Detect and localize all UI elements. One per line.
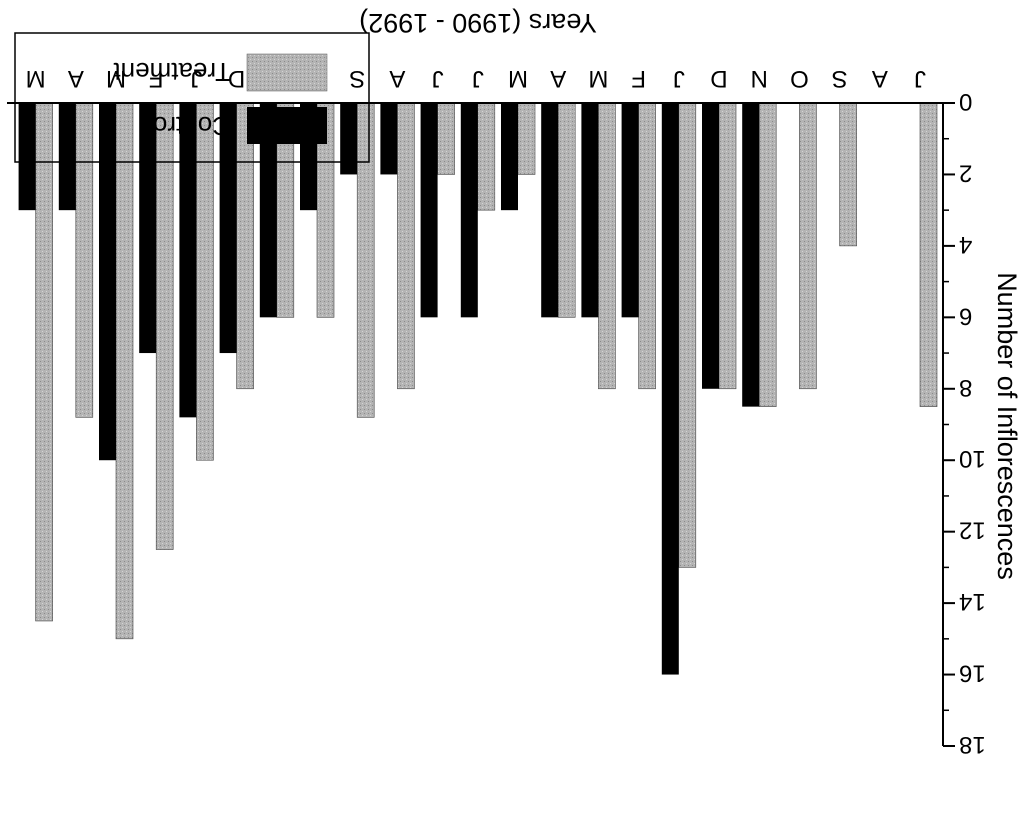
y-tick-label: 18 bbox=[959, 731, 986, 758]
bar-treatment bbox=[437, 102, 455, 175]
bar-control bbox=[420, 103, 438, 318]
y-tick-label: 14 bbox=[959, 588, 986, 615]
bar-control bbox=[621, 103, 639, 318]
legend-label-treatment: Treatment bbox=[113, 57, 231, 87]
y-tick-label: 8 bbox=[959, 374, 972, 401]
bar-treatment bbox=[477, 102, 496, 211]
x-category-label: M bbox=[508, 65, 528, 92]
bar-treatment bbox=[598, 102, 616, 390]
bar-treatment bbox=[799, 102, 817, 390]
bar-control bbox=[18, 103, 36, 211]
bar-treatment bbox=[75, 102, 94, 418]
bar-treatment bbox=[155, 102, 174, 550]
bar-treatment bbox=[397, 102, 415, 390]
legend-swatch-control bbox=[247, 107, 327, 144]
bar-control bbox=[541, 103, 559, 318]
x-category-label: S bbox=[832, 65, 848, 92]
x-category-label: J bbox=[914, 65, 926, 92]
x-category-label: F bbox=[149, 65, 164, 92]
x-axis-title: Years (1990 - 1992) bbox=[359, 8, 597, 38]
bar-control bbox=[179, 103, 197, 418]
x-category-label: J bbox=[472, 65, 484, 92]
x-category-label: J bbox=[673, 65, 685, 92]
y-tick-label: 12 bbox=[959, 517, 986, 544]
bar-control bbox=[742, 103, 760, 407]
bar-control bbox=[99, 103, 116, 461]
bar-control bbox=[58, 103, 76, 211]
bar-treatment bbox=[678, 102, 697, 568]
x-category-label: J bbox=[432, 65, 444, 92]
y-tick-label: 2 bbox=[959, 159, 972, 186]
bar-control bbox=[380, 103, 398, 175]
x-category-label: S bbox=[349, 65, 365, 92]
legend-label-control: Control bbox=[147, 111, 231, 141]
bar-treatment bbox=[356, 102, 375, 418]
bar-control bbox=[661, 103, 679, 675]
bar-control bbox=[219, 103, 237, 354]
x-category-label: J bbox=[190, 65, 202, 92]
y-tick-label: 10 bbox=[959, 445, 986, 472]
bar-treatment bbox=[718, 102, 737, 390]
bar-treatment bbox=[839, 102, 857, 247]
y-tick-label: 0 bbox=[959, 88, 972, 115]
x-category-label: D bbox=[710, 65, 727, 92]
legend: Control Treatment bbox=[14, 32, 370, 163]
bars-group bbox=[18, 102, 938, 675]
x-category-label: A bbox=[68, 65, 84, 92]
legend-swatch-treatment bbox=[246, 53, 328, 92]
bar-treatment bbox=[196, 102, 214, 461]
y-axis-title: Number of Inflorescences bbox=[992, 272, 1022, 580]
x-category-label: N bbox=[751, 65, 768, 92]
y-tick-label: 4 bbox=[959, 231, 972, 258]
bar-control bbox=[340, 103, 358, 175]
y-tick-label: 6 bbox=[959, 302, 972, 329]
bar-treatment bbox=[557, 102, 576, 318]
bar-treatment bbox=[638, 102, 656, 390]
bar-treatment bbox=[236, 102, 254, 390]
bar-control bbox=[581, 103, 599, 318]
bar-control bbox=[460, 103, 478, 318]
bar-control bbox=[702, 103, 719, 389]
bar-treatment bbox=[115, 102, 134, 640]
x-category-label: M bbox=[588, 65, 608, 92]
x-category-label: O bbox=[790, 65, 809, 92]
bar-treatment bbox=[517, 102, 536, 175]
x-category-label: M bbox=[26, 65, 46, 92]
bar-treatment bbox=[919, 102, 938, 407]
bar-control bbox=[501, 103, 518, 211]
x-category-label: F bbox=[631, 65, 646, 92]
x-category-label: M bbox=[106, 65, 126, 92]
x-category-label: A bbox=[872, 65, 888, 92]
x-category-label: A bbox=[389, 65, 405, 92]
bar-control bbox=[259, 103, 277, 318]
legend-frame bbox=[14, 32, 370, 163]
y-tick-label: 16 bbox=[959, 660, 986, 687]
x-category-label: D bbox=[228, 65, 245, 92]
bar-control bbox=[139, 103, 157, 354]
bar-treatment bbox=[758, 102, 777, 407]
bar-treatment bbox=[35, 102, 53, 622]
x-category-label: A bbox=[550, 65, 566, 92]
y-ticks: 0 2 4 6 8 10 12 14 16 18 bbox=[943, 88, 986, 758]
